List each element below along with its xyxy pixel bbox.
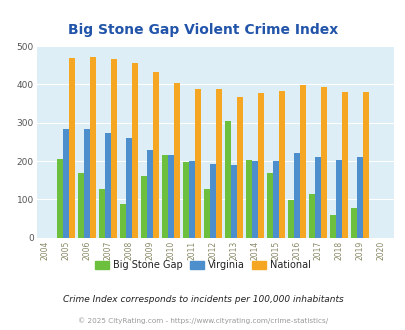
Bar	[225, 121, 230, 238]
Bar	[210, 164, 215, 238]
Bar	[288, 200, 294, 238]
Bar	[299, 85, 305, 238]
Bar	[63, 128, 69, 238]
Text: © 2025 CityRating.com - https://www.cityrating.com/crime-statistics/: © 2025 CityRating.com - https://www.city…	[78, 318, 327, 324]
Bar	[356, 157, 362, 238]
Bar	[189, 161, 194, 238]
Bar	[309, 194, 314, 238]
Bar	[153, 72, 158, 238]
Bar	[320, 87, 326, 238]
Bar	[141, 176, 147, 238]
Bar	[57, 159, 63, 238]
Bar	[69, 58, 75, 238]
Bar	[183, 162, 189, 238]
Bar	[362, 92, 368, 238]
Bar	[126, 138, 132, 238]
Bar	[330, 214, 335, 238]
Bar	[194, 89, 200, 238]
Bar	[174, 82, 179, 238]
Bar	[230, 165, 237, 238]
Bar	[132, 63, 138, 238]
Bar	[120, 204, 126, 238]
Bar	[314, 157, 320, 238]
Bar	[215, 89, 222, 238]
Bar	[78, 173, 84, 238]
Bar	[335, 160, 341, 238]
Bar	[252, 161, 258, 238]
Bar	[246, 160, 252, 238]
Bar	[90, 56, 96, 238]
Bar	[99, 189, 105, 238]
Bar	[278, 91, 284, 238]
Bar	[168, 155, 174, 238]
Bar	[105, 133, 111, 238]
Bar	[237, 97, 242, 238]
Legend: Big Stone Gap, Virginia, National: Big Stone Gap, Virginia, National	[91, 256, 314, 274]
Bar	[341, 92, 347, 238]
Bar	[266, 173, 273, 238]
Bar	[147, 150, 153, 238]
Bar	[84, 129, 90, 238]
Bar	[350, 208, 356, 238]
Bar	[111, 59, 117, 238]
Bar	[273, 161, 278, 238]
Bar	[204, 189, 210, 238]
Bar	[294, 153, 299, 238]
Text: Crime Index corresponds to incidents per 100,000 inhabitants: Crime Index corresponds to incidents per…	[62, 295, 343, 304]
Text: Big Stone Gap Violent Crime Index: Big Stone Gap Violent Crime Index	[68, 23, 337, 37]
Bar	[258, 93, 263, 238]
Bar	[162, 155, 168, 238]
